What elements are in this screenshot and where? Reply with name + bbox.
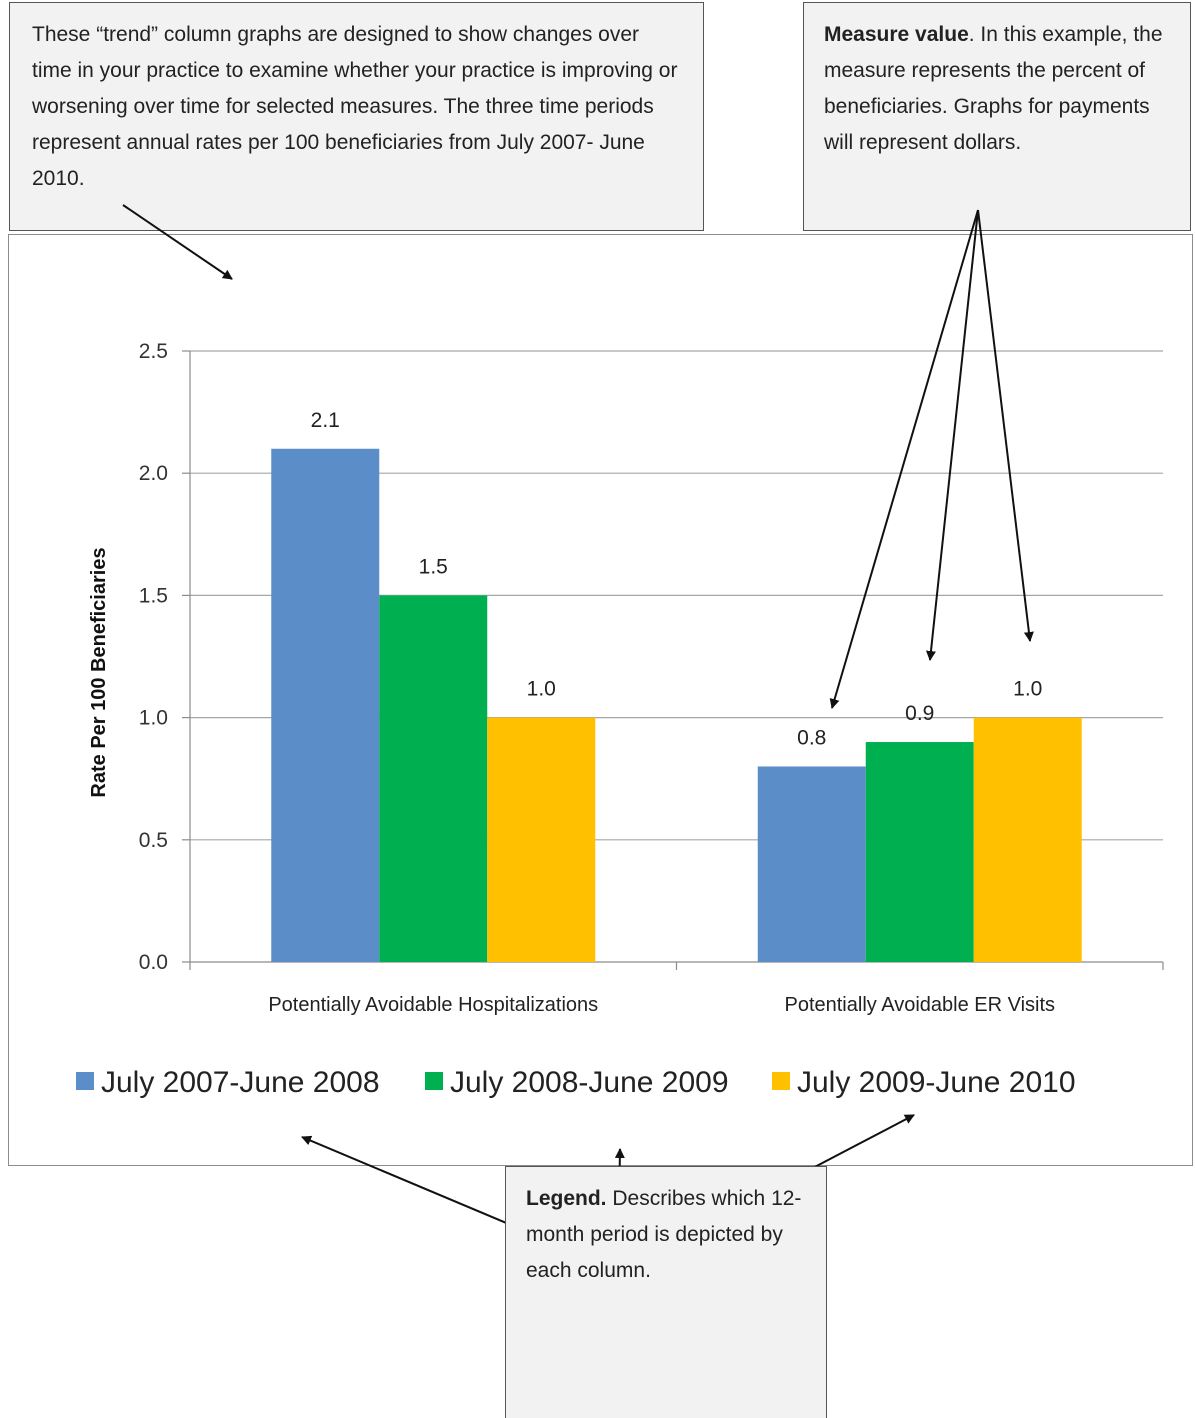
legend-callout-heading: Legend. (526, 1187, 607, 1210)
data-label: 1.0 (527, 678, 556, 701)
y-axis-title: Rate Per 100 Beneficiaries (88, 547, 110, 797)
measure-value-callout-heading: Measure value (824, 23, 969, 46)
chart-area (8, 234, 1193, 1166)
legend-callout-text: Describes which 12-month period is depic… (526, 1187, 802, 1282)
y-tick-label: 1.5 (139, 584, 168, 607)
labels: 0.0 0.5 1.0 1.5 2.0 2.5 2.1 1.5 1.0 Potentially A… (88, 340, 1055, 1016)
bar (757, 766, 866, 962)
bar (271, 448, 380, 962)
legend-swatch (772, 1072, 790, 1090)
measure-value-callout: Measure value. In this example, the meas… (803, 2, 1191, 231)
legend-entry: July 2009-June 2010 (797, 1066, 1076, 1099)
y-tick-label: 2.0 (139, 462, 168, 485)
bar (973, 717, 1082, 962)
bar (379, 595, 488, 962)
measure-value-callout-text: . In this example, the measure represent… (824, 23, 1163, 154)
data-label: 1.0 (1013, 678, 1042, 701)
bars (271, 448, 1082, 962)
data-label: 0.9 (905, 702, 934, 725)
data-label: 0.8 (797, 726, 826, 749)
trend-callout-arrow (122, 204, 233, 280)
legend-entry: July 2007-June 2008 (101, 1066, 380, 1099)
legend-callout: Legend. Describes which 12-month period … (505, 1166, 827, 1418)
legend: July 2007-June 2008 July 2008-June 2009 Ju… (76, 1066, 1076, 1099)
data-label: 1.5 (419, 555, 448, 578)
bar (487, 717, 596, 962)
legend-swatch (425, 1072, 443, 1090)
measure-arrow-1 (829, 209, 979, 709)
y-tick-label: 1.0 (139, 707, 168, 730)
legend-swatch (76, 1072, 94, 1090)
y-tick-label: 2.5 (139, 340, 168, 363)
legend-entry: July 2008-June 2009 (450, 1066, 729, 1099)
y-tick-label: 0.0 (139, 951, 168, 974)
measure-arrow-3 (977, 209, 1034, 642)
trend-callout: These “trend” column graphs are designed… (9, 2, 704, 231)
measure-arrow-2 (925, 209, 979, 661)
category-label: Potentially Avoidable Hospitalizations (268, 994, 598, 1016)
category-label: Potentially Avoidable ER Visits (784, 994, 1055, 1016)
y-tick-label: 0.5 (139, 829, 168, 852)
data-label: 2.1 (311, 409, 340, 432)
trend-callout-text: These “trend” column graphs are designed… (32, 23, 678, 190)
bar (865, 742, 974, 962)
